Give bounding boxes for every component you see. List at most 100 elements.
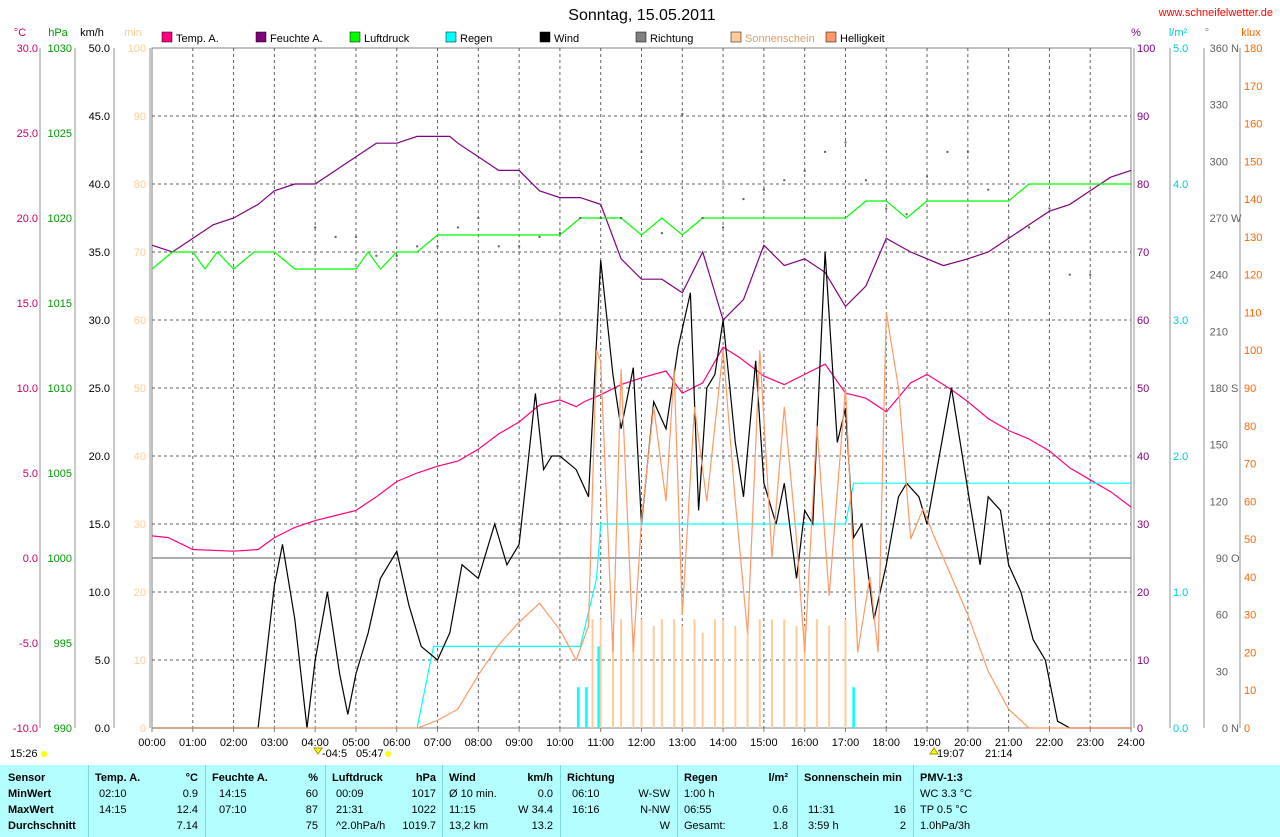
axis-tick-sun: 90 [134, 111, 146, 123]
table-cell: WC 3.3 °C [920, 788, 973, 800]
table-header: PMV-1:3 [920, 772, 963, 784]
direction-point [660, 232, 663, 235]
axis-tick-pressure: 1030 [48, 43, 72, 55]
axis-tick-pressure: 990 [54, 723, 72, 735]
table-header: Richtung [567, 772, 615, 784]
axis-tick-humidity: 20 [1137, 587, 1149, 599]
axis-unit-rain: l/m² [1169, 27, 1188, 39]
x-tick-label: 04:00 [301, 737, 329, 749]
sunset-icon [929, 747, 939, 755]
axis-tick-temp: 25.0 [17, 128, 38, 140]
table-divider [913, 765, 914, 837]
axis-unit-wind: km/h [80, 27, 104, 39]
axis-tick-sun: 60 [134, 315, 146, 327]
legend-swatch [635, 31, 647, 43]
axis-tick-pressure: 1025 [48, 128, 72, 140]
axis-tick-wind: 45.0 [89, 111, 110, 123]
axis-tick-humidity: 40 [1137, 451, 1149, 463]
x-tick-label: 20:00 [954, 737, 982, 749]
direction-point [620, 217, 623, 219]
x-tick-label: 01:00 [179, 737, 207, 749]
weather-chart: Sonntag, 15.05.2011 www.schneifelwetter.… [10, 7, 1273, 760]
direction-point [926, 175, 929, 178]
table-header: °C [185, 772, 198, 784]
axis-tick-light: 60 [1244, 496, 1256, 508]
direction-point [416, 245, 419, 248]
direction-point [538, 235, 541, 238]
direction-point [987, 188, 990, 191]
axis-tick-light: 50 [1244, 534, 1256, 546]
axis-tick-sun: 50 [134, 383, 146, 395]
table-cell: 21:31 [336, 804, 364, 816]
table-divider [325, 765, 326, 837]
website-link[interactable]: www.schneifelwetter.de [1158, 7, 1273, 19]
axis-unit-pressure: hPa [48, 27, 68, 39]
axis-tick-light: 150 [1244, 156, 1262, 168]
x-tick-label: 19:00 [913, 737, 941, 749]
direction-point [864, 179, 867, 182]
legend-swatch [539, 31, 551, 43]
direction-point [885, 207, 888, 210]
direction-point [456, 226, 459, 229]
series-wind [152, 251, 1131, 729]
table-cell: TP 0.5 °C [920, 804, 968, 816]
axis-tick-direction: 120 [1210, 496, 1228, 508]
legend-label: Helligkeit [840, 33, 885, 45]
table-header: Temp. A. [95, 772, 141, 784]
axis-tick-humidity: 100 [1137, 43, 1155, 55]
axis-tick-temp: -10.0 [13, 723, 38, 735]
table-cell: 16 [893, 804, 906, 816]
axis-tick-light: 170 [1244, 81, 1262, 93]
x-tick-label: 11:00 [587, 737, 614, 749]
axis-tick-temp: 30.0 [17, 43, 38, 55]
axis-tick-light: 30 [1244, 610, 1256, 622]
table-cell: 02:10 [99, 788, 127, 800]
table-header: Sonnenschein min [804, 772, 902, 784]
direction-point [497, 245, 500, 248]
direction-point [1048, 207, 1051, 210]
axis-tick-direction: 180 [1210, 383, 1228, 395]
axis-tick-humidity: 10 [1137, 655, 1149, 667]
table-row-label: MaxWert [8, 804, 54, 816]
table-cell: 2 [899, 820, 906, 832]
axis-unit-direction: ° [1205, 27, 1209, 39]
axis-tick-light: 10 [1244, 685, 1256, 697]
direction-point [681, 113, 684, 116]
table-cell: N-NW [640, 804, 670, 816]
direction-point [436, 245, 439, 248]
table-cell: 3:59 h [808, 820, 839, 832]
axis-tick-sun: 40 [134, 451, 146, 463]
axis-tick-light: 120 [1244, 270, 1262, 282]
direction-point [518, 245, 521, 248]
axis-unit-humidity: % [1131, 27, 1141, 39]
legend-swatch [349, 31, 361, 43]
direction-point [1007, 235, 1010, 238]
direction-point [354, 235, 357, 238]
axis-tick-sun: 0 [140, 723, 146, 735]
direction-point [477, 217, 480, 219]
axis-tick-direction: 330 [1210, 100, 1228, 112]
axis-tick-light: 0 [1244, 723, 1250, 735]
axis-tick-light: 180 [1244, 43, 1262, 55]
legend-label: Feuchte A. [270, 33, 323, 45]
legend-swatch [255, 31, 267, 43]
x-tick-label: 09:00 [505, 737, 533, 749]
direction-point [824, 150, 827, 153]
axis-tick-direction: 30 [1216, 666, 1228, 678]
axis-tick-direction: 210 [1210, 326, 1228, 338]
axis-tick-wind: 50.0 [89, 43, 110, 55]
table-header: % [308, 772, 318, 784]
x-tick-label: 16:00 [791, 737, 819, 749]
table-divider [677, 765, 678, 837]
axis-tick-direction: 300 [1210, 156, 1228, 168]
axis-tick-light: 80 [1244, 421, 1256, 433]
axis-tick-pressure: 1020 [48, 213, 72, 225]
axis-tick-wind: 20.0 [89, 451, 110, 463]
x-tick-label: 06:00 [383, 737, 411, 749]
axis-tick-pressure: 1000 [48, 553, 72, 565]
legend-label: Luftdruck [364, 33, 410, 45]
axis-tick-humidity: 60 [1137, 315, 1149, 327]
sun-icon [385, 751, 391, 757]
table-cell: W [659, 820, 670, 832]
x-tick-label: 18:00 [872, 737, 900, 749]
